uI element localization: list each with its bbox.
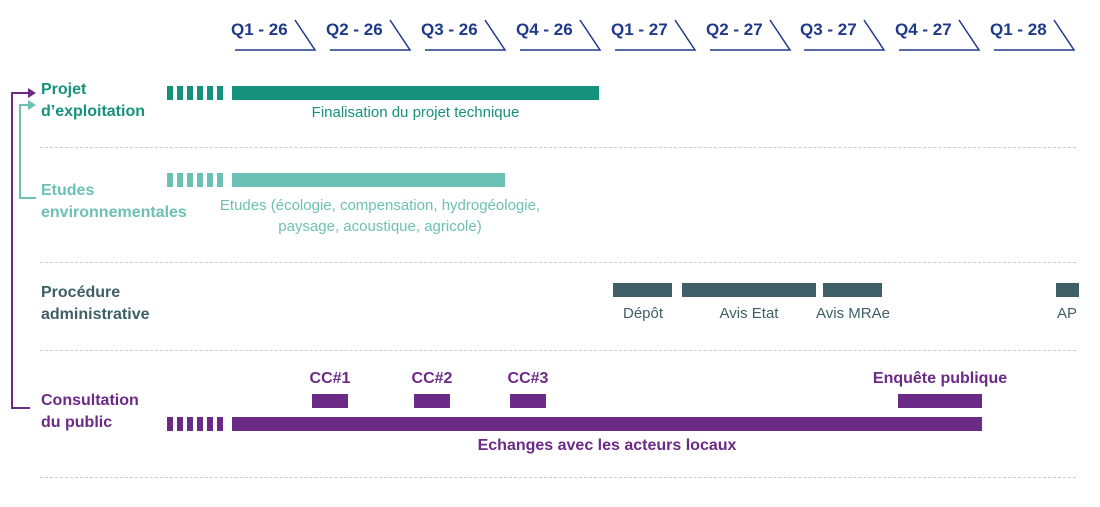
milestone-label: CC#3	[507, 370, 549, 387]
quarter-label: Q2 - 27	[706, 20, 763, 39]
quarter-label: Q4 - 26	[516, 20, 573, 39]
bar-echanges	[232, 417, 982, 431]
bar-enquete	[898, 394, 982, 408]
caption-avis-etat: Avis Etat	[719, 305, 779, 322]
quarter-label: Q1 - 28	[990, 20, 1047, 39]
bar-avis-etat	[682, 283, 816, 297]
row-label-environnement: Etudes environnementales	[41, 182, 187, 221]
bar-cc2	[414, 394, 450, 408]
caption-etudes: Etudes (écologie, compensation, hydrogéo…	[219, 197, 541, 235]
quarter-label: Q3 - 26	[421, 20, 478, 39]
row-label-consultation: Consultation du public	[41, 392, 139, 431]
caption-avis-mrae: Avis MRAe	[816, 305, 890, 322]
caption-depot: Dépôt	[622, 305, 664, 322]
enquete-label: Enquête publique	[872, 370, 1008, 387]
row-separator	[40, 147, 1076, 148]
quarter-label: Q1 - 26	[231, 20, 288, 39]
bar-cc3	[510, 394, 546, 408]
quarter-label: Q2 - 26	[326, 20, 383, 39]
milestone-label: CC#2	[411, 370, 453, 387]
milestone-label: CC#1	[309, 370, 351, 387]
bar-depot	[613, 283, 672, 297]
row-separator	[40, 350, 1076, 351]
row-separator	[40, 477, 1076, 478]
dashed-lead-in	[167, 417, 227, 431]
bar-cc1	[312, 394, 348, 408]
caption-echanges: Echanges avec les acteurs locaux	[477, 437, 737, 454]
bar-avis-mrae	[823, 283, 882, 297]
row-separator	[40, 262, 1076, 263]
caption-ap: AP	[1056, 305, 1077, 322]
quarter-label: Q3 - 27	[800, 20, 857, 39]
quarter-label: Q1 - 27	[611, 20, 668, 39]
bar-ap	[1056, 283, 1079, 297]
row-label-exploitation: Projet d’exploitation	[41, 81, 145, 120]
bar-etudes	[232, 173, 505, 187]
dashed-lead-in	[167, 86, 227, 100]
bar-finalisation	[232, 86, 599, 100]
row-label-administratif: Procédure administrative	[41, 284, 150, 323]
caption-finalisation: Finalisation du projet technique	[311, 104, 520, 121]
dashed-lead-in	[167, 173, 227, 187]
quarter-label: Q4 - 27	[895, 20, 952, 39]
